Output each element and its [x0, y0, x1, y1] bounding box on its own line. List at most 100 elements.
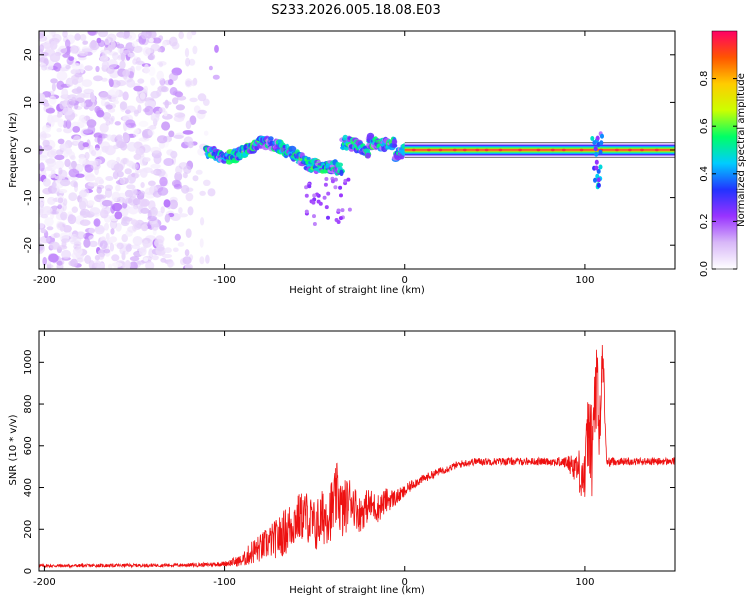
spectrogram-noise-cell — [170, 150, 178, 159]
spectrogram-noise-cell — [208, 65, 213, 71]
spectrogram-noise-cell — [98, 31, 108, 38]
spectrogram-noise-cell — [155, 235, 165, 244]
spectrogram-noise-cell — [71, 252, 79, 259]
spectrogram-noise-cell — [203, 130, 209, 136]
spectrogram-noise-cell — [145, 187, 155, 195]
spectrogram-noise-cell — [189, 97, 198, 103]
spectrogram-noise-cell — [132, 130, 139, 138]
spectrogram-noise-cell — [81, 79, 93, 87]
spectrogram-noise-cell — [164, 247, 172, 254]
spectrogram-noise-cell — [143, 257, 149, 262]
spectrogram-signal-cell — [312, 222, 317, 226]
spectrogram-noise-cell — [183, 165, 192, 174]
spectrogram-noise-cell — [104, 222, 109, 231]
spectrogram-noise-cell — [185, 57, 191, 67]
colorbar-tick-label: 0.6 — [699, 118, 710, 134]
spectrogram-noise-cell — [84, 99, 93, 108]
x-tick-label: -100 — [213, 577, 236, 588]
spectrogram-peak — [550, 148, 555, 152]
spectrogram-noise-cell — [134, 224, 142, 230]
spectrogram-signal-cell — [322, 195, 327, 200]
spectrogram-signal-cell — [336, 220, 341, 224]
spectrogram-signal-cell — [312, 214, 316, 219]
spectrogram-noise-cell — [160, 206, 165, 214]
spectrogram-noise-cell — [39, 93, 46, 103]
spectrogram-noise-cell — [67, 214, 77, 225]
y-tick-label: 800 — [23, 394, 34, 413]
spectrogram-noise-cell — [147, 54, 154, 61]
spectrogram-noise-cell — [159, 176, 168, 187]
spectrogram-noise-cell — [79, 34, 87, 41]
spectrogram-noise-cell — [53, 62, 62, 72]
spectrogram-noise-cell — [104, 38, 109, 48]
spectrogram-noise-cell — [150, 43, 160, 52]
spectrogram-noise-cell — [90, 95, 96, 103]
spectrogram-noise-cell — [111, 262, 123, 268]
y-tick-label: 10 — [23, 96, 34, 109]
spectrogram-noise-cell — [185, 187, 194, 192]
spectrogram-noise-cell — [133, 85, 144, 92]
spectrogram-noise-cell — [192, 77, 198, 86]
spectrogram-noise-cell — [139, 168, 148, 178]
spectrogram-noise-cell — [61, 88, 69, 98]
spectrogram-noise-cell — [76, 86, 82, 93]
spectrogram-noise-cell — [48, 173, 56, 178]
spectrogram-noise-cell — [58, 167, 63, 175]
spectrogram-noise-cell — [75, 165, 84, 171]
spectrogram-peak — [654, 148, 659, 152]
spectrogram-noise-cell — [71, 96, 76, 103]
snr-y-ticks: 0 200 400 600 800 1000 — [23, 350, 675, 574]
spectrogram-noise-cell — [57, 118, 64, 128]
spectrogram-noise-cell — [65, 64, 71, 70]
spectrogram-noise-cell — [141, 31, 148, 40]
spectrogram-noise-cell — [39, 222, 45, 229]
spectrogram-noise-cell — [212, 74, 220, 80]
spectrogram-noise-cell — [189, 115, 197, 125]
spectrogram-noise-cell — [39, 44, 45, 53]
spectrogram-noise-cell — [106, 59, 118, 68]
spectrogram-noise-cell — [141, 224, 148, 232]
spectrogram-noise-cell — [125, 105, 136, 113]
spectrogram-noise-cell — [153, 189, 158, 196]
spectrogram-noise-cell — [182, 130, 194, 135]
spectrogram-noise-cell — [58, 189, 68, 194]
spectrogram-peak — [614, 148, 619, 152]
spectrogram-burst-cell — [598, 149, 603, 155]
spectrogram-noise-cell — [84, 65, 93, 71]
spectrogram-signal-cell — [323, 182, 328, 187]
snr-panel: -200 -100 0 100 0 200 400 600 800 1000 Height of… — [8, 330, 676, 596]
spectrogram-noise-cell — [130, 188, 139, 198]
spectrogram-noise-cell — [184, 78, 193, 88]
spectrogram-noise-cell — [133, 108, 139, 115]
spectrogram-noise-cell — [42, 124, 51, 133]
spectrogram-signal-cell — [326, 215, 330, 220]
spectrogram-noise-cell — [86, 200, 95, 206]
spectrogram-noise-cell — [122, 69, 130, 77]
spectrogram-noise-cell — [101, 61, 110, 70]
spectrogram-noise-cell — [126, 184, 136, 190]
spectrogram-noise-cell — [133, 45, 144, 54]
spectrogram-noise-cell — [155, 244, 165, 252]
y-tick-label: 400 — [23, 478, 34, 497]
spectrogram-noise-cell — [156, 135, 168, 144]
spectrogram-noise-cell — [46, 165, 57, 172]
spectrogram-noise-cell — [162, 40, 167, 48]
x-tick-label: 100 — [575, 577, 594, 588]
spectrogram-noise-cell — [49, 95, 57, 105]
spectrogram-noise-cell — [93, 75, 103, 82]
spectrogram-noise-cell — [163, 110, 168, 117]
spectrogram-noise-cell — [107, 51, 119, 56]
spectrogram-noise-cell — [105, 120, 111, 126]
spectrogram-noise-cell — [148, 180, 156, 187]
spectrogram-noise-cell — [56, 70, 68, 81]
spectrogram-noise-cell — [126, 141, 138, 152]
spectrogram-noise-cell — [95, 65, 100, 73]
spectrogram-noise-cell — [197, 93, 207, 102]
spectrogram-noise-cell — [82, 129, 94, 136]
spectrogram-noise-cell — [79, 189, 87, 198]
spectrogram-burst-cell — [596, 177, 601, 183]
spectrogram-noise-cell — [39, 57, 47, 63]
spectrogram-noise-cell — [60, 226, 64, 232]
spectrogram-noise-cell — [131, 244, 141, 250]
spectrogram-noise-cell — [150, 90, 160, 99]
